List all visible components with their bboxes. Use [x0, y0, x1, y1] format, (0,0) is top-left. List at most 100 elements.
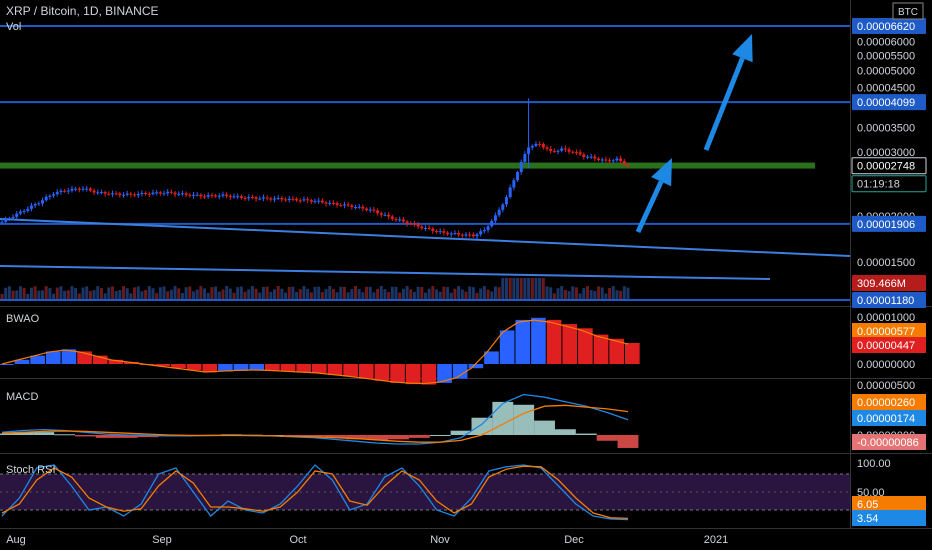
- price-label-bg: [852, 18, 926, 34]
- candle-body: [11, 216, 15, 219]
- candle-body: [22, 210, 26, 212]
- volume-bar: [26, 293, 30, 300]
- volume-bar: [401, 288, 405, 300]
- bwao-bar: [186, 364, 202, 371]
- candle-body: [571, 151, 575, 153]
- candle-body: [151, 192, 155, 195]
- volume-bar: [328, 286, 332, 300]
- candle-body: [203, 196, 207, 198]
- candle-body: [313, 201, 317, 203]
- candle-body: [401, 219, 405, 222]
- volume-bar: [129, 293, 133, 300]
- volume-bar: [269, 291, 273, 300]
- macd-histogram-bar: [12, 432, 34, 435]
- volume-bar: [442, 286, 446, 300]
- candle-body: [166, 191, 170, 194]
- macd-histogram-bar: [534, 420, 555, 435]
- stoch-value-label: 6.05: [852, 496, 926, 512]
- volume-bar: [571, 286, 575, 300]
- volume-bar: [320, 292, 324, 300]
- candle-body: [379, 213, 383, 215]
- volume-bar: [309, 292, 313, 300]
- price-label-text: 01:19:18: [857, 179, 900, 191]
- candle-body: [44, 196, 48, 201]
- macd-pane[interactable]: [0, 379, 850, 453]
- volume-bar: [372, 292, 376, 300]
- candle-body: [468, 234, 472, 236]
- price-label: 309.466M: [852, 275, 926, 291]
- volume-bar: [177, 288, 181, 300]
- candle-body: [284, 199, 288, 201]
- volume-bar: [449, 292, 453, 300]
- macd-histogram-bar: [304, 435, 326, 437]
- macd-histogram-bar: [33, 432, 55, 435]
- candle-body: [133, 194, 137, 196]
- volume-bar: [22, 287, 26, 300]
- price-tick-label: 0.00006000: [857, 37, 915, 49]
- volume-bar: [497, 287, 501, 300]
- volume-bar: [280, 288, 284, 300]
- candle-body: [479, 231, 483, 235]
- volume-bar: [4, 287, 8, 300]
- candle-body: [129, 193, 133, 195]
- candle-body: [302, 199, 306, 201]
- price-label-bg: [852, 94, 926, 111]
- upward-arrow-short[interactable]: [635, 158, 672, 234]
- volume-bar: [110, 286, 114, 300]
- bwao-bar: [625, 343, 640, 364]
- candle-body: [486, 226, 490, 230]
- support-zone[interactable]: [0, 162, 815, 169]
- candle-body: [247, 197, 251, 199]
- candle-body: [361, 206, 365, 209]
- volume-bar: [379, 286, 383, 300]
- volume-bar: [346, 292, 350, 300]
- candle-body: [269, 198, 273, 200]
- volume-bar: [210, 287, 214, 300]
- candle-body: [7, 218, 11, 220]
- volume-bar: [195, 289, 199, 300]
- main-pane[interactable]: [0, 0, 850, 306]
- bwao-value-label-text: 0.00000447: [857, 340, 915, 352]
- candle-body: [390, 216, 394, 219]
- lower-trendline[interactable]: [0, 265, 771, 280]
- candle-body: [206, 195, 210, 197]
- bwao-bar: [468, 364, 484, 369]
- volume-bar: [534, 278, 538, 300]
- candle-body: [475, 234, 479, 237]
- time-axis-label: Sep: [152, 534, 172, 546]
- volume-bar: [243, 291, 247, 300]
- candle-body: [335, 203, 339, 206]
- volume-bar: [604, 293, 608, 300]
- candle-body: [221, 194, 225, 196]
- currency-badge-text: BTC: [898, 7, 918, 18]
- candle-body: [324, 202, 328, 204]
- candle-body: [582, 154, 586, 158]
- volume-bar: [516, 278, 520, 300]
- candle-body: [560, 148, 564, 151]
- bwao-bar: [374, 364, 390, 381]
- volume-bar: [122, 286, 126, 300]
- candle-body: [615, 158, 619, 161]
- volume-bar: [158, 287, 162, 300]
- price-label-bg: [852, 292, 926, 308]
- volume-bar: [482, 286, 486, 300]
- candle-body: [85, 188, 89, 190]
- candle-body: [272, 198, 276, 200]
- candle-body: [611, 160, 615, 162]
- candle-body: [173, 192, 177, 195]
- volume-bar: [538, 278, 542, 300]
- volume-bar: [295, 291, 299, 300]
- candle-body: [214, 195, 218, 197]
- price-label-text: 0.00001906: [857, 219, 915, 231]
- bwao-bar: [390, 364, 405, 383]
- candle-body: [398, 219, 402, 221]
- upper-trendline[interactable]: [0, 218, 851, 257]
- volume-bar: [423, 292, 427, 300]
- price-tick-label: 0.00003000: [857, 147, 915, 159]
- upward-arrow-long[interactable]: [703, 34, 753, 151]
- currency-badge[interactable]: BTC: [892, 2, 924, 20]
- candle-body: [217, 195, 221, 197]
- price-label-text: 0.00002748: [857, 161, 915, 173]
- candle-body: [77, 188, 81, 190]
